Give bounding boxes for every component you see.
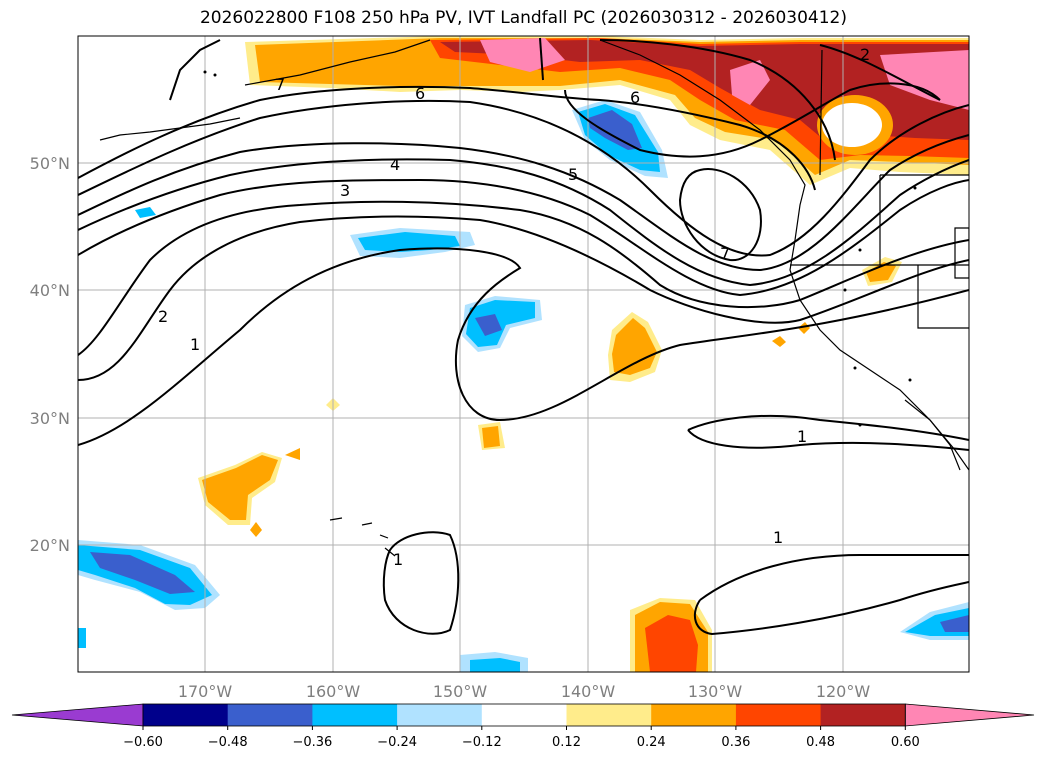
contour-label: 3 [340, 181, 350, 200]
lat-label: 30°N [30, 409, 70, 428]
lon-label: 170°W [178, 682, 233, 701]
ivt-contours [78, 37, 969, 636]
colorbar-extend-high [904, 703, 1035, 727]
colorbar-tick-label: 0.48 [806, 735, 835, 750]
contour-label: 1 [190, 335, 200, 354]
lon-label: 150°W [433, 682, 488, 701]
lon-label: 120°W [816, 682, 871, 701]
lat-label: 50°N [30, 154, 70, 173]
contour-label: 1 [797, 427, 807, 446]
colorbar-extend-low [11, 703, 144, 727]
lon-label: 130°W [688, 682, 743, 701]
colorbar-segment [143, 704, 229, 726]
colorbar-segment [227, 704, 313, 726]
colorbar-segment [566, 704, 652, 726]
colorbar-segment [481, 704, 567, 726]
contour-label: 4 [390, 155, 400, 174]
colorbar-tick-label: 0.36 [721, 735, 750, 750]
contour-label: 6 [630, 88, 640, 107]
colorbar-segment [651, 704, 737, 726]
contour-label: 7 [720, 244, 730, 263]
lat-labels: 50°N 40°N 30°N 20°N [30, 154, 70, 555]
pv-positive-patches [198, 257, 902, 672]
map-frame [77, 35, 970, 673]
colorbar-tick-label: 0.60 [891, 735, 920, 750]
contour-label: 1 [393, 550, 403, 569]
colorbar-frame [142, 703, 906, 727]
colorbar-segment [735, 704, 822, 726]
lon-labels: 170°W 160°W 150°W 140°W 130°W 120°W [178, 682, 871, 701]
colorbar-segment [820, 704, 906, 726]
lat-label: 20°N [30, 536, 70, 555]
colorbar-tick-label: −0.24 [377, 735, 417, 750]
colorbar-tick-label: −0.36 [292, 735, 332, 750]
contour-label: 5 [568, 165, 578, 184]
lon-label: 140°W [561, 682, 616, 701]
colorbar-tick-label: −0.12 [462, 735, 502, 750]
contour-label: 1 [773, 528, 783, 547]
colorbar-segment [397, 704, 483, 726]
colorbar: −0.60 −0.48 −0.36 −0.24 −0.12 0.12 0.24 0.36 0.4… [11, 703, 1035, 750]
pv-positive-north [245, 36, 969, 185]
colorbar-tick-label: 0.24 [637, 735, 666, 750]
map-panel: 7 6 6 4 3 5 7 2 2 1 1 1 1 [78, 36, 969, 672]
colorbar-tick-label: 0.12 [552, 735, 581, 750]
contour-label: 2 [158, 307, 168, 326]
lat-label: 40°N [30, 281, 70, 300]
coastlines [99, 39, 969, 557]
contour-label: 2 [860, 45, 870, 64]
contour-label: 7 [275, 75, 285, 94]
colorbar-segment [312, 704, 398, 726]
colorbar-tick-label: −0.48 [208, 735, 248, 750]
map-title: 2026022800 F108 250 hPa PV, IVT Landfall… [199, 8, 847, 28]
colorbar-tick-label: −0.60 [123, 735, 163, 750]
contour-labels: 7 6 6 4 3 5 7 2 2 1 1 1 1 [158, 45, 870, 569]
lon-label: 160°W [306, 682, 361, 701]
contour-label: 6 [415, 84, 425, 103]
